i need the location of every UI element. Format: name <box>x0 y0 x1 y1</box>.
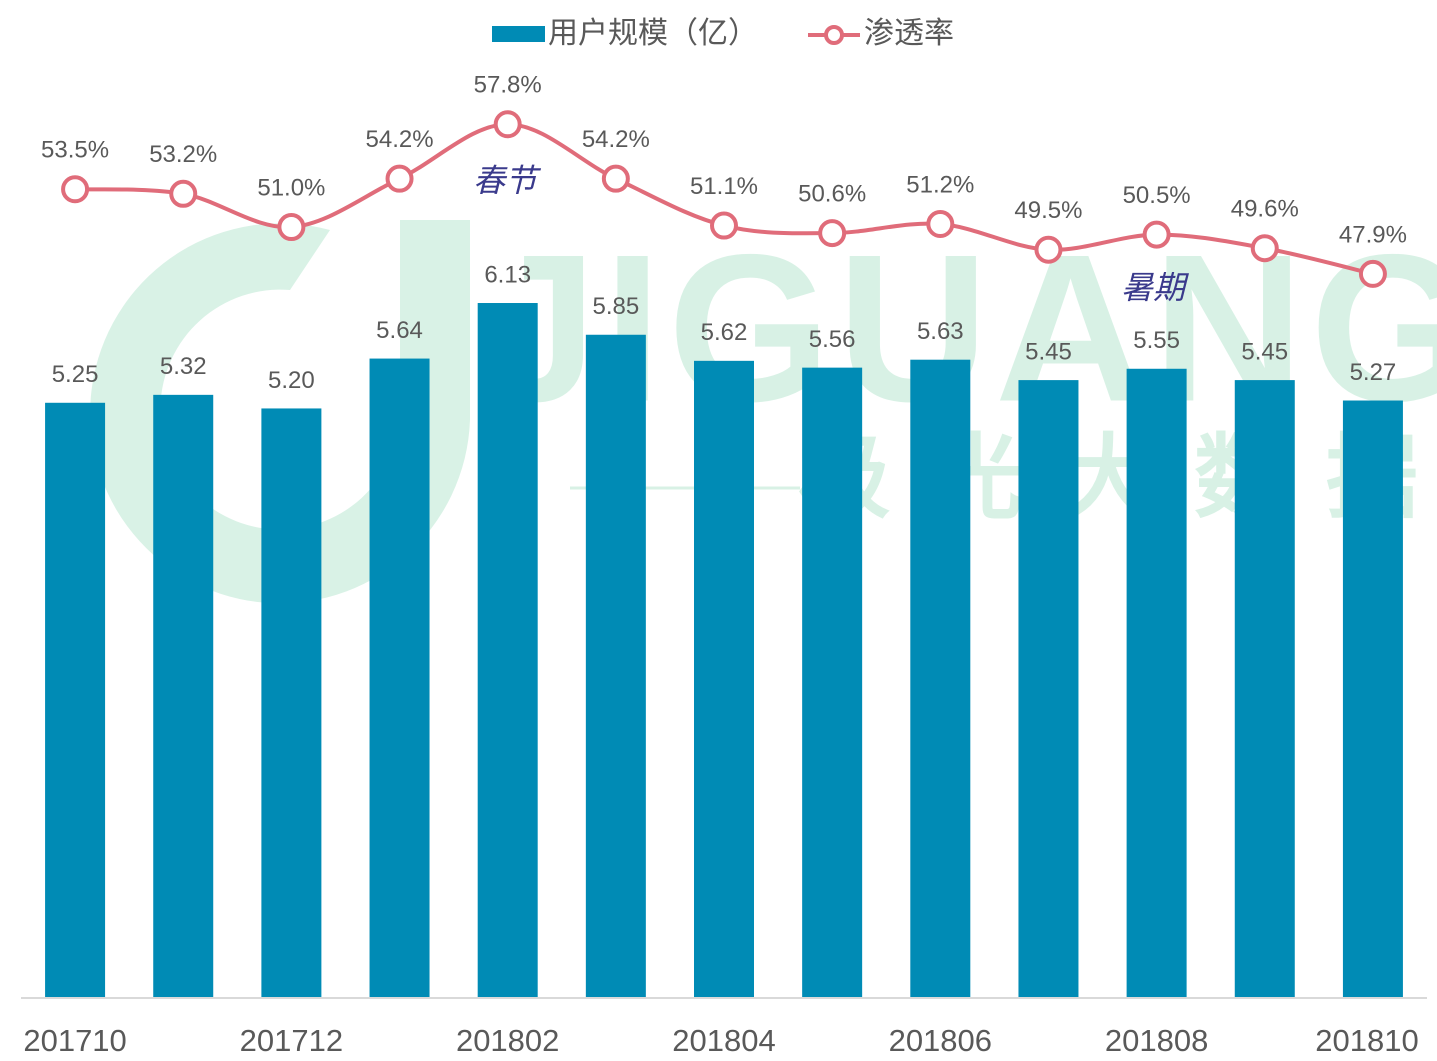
bar <box>45 402 106 998</box>
bar <box>261 408 322 998</box>
line-marker <box>385 164 414 193</box>
bar <box>694 360 754 998</box>
x-tick-label: 201710 <box>23 1023 126 1058</box>
x-tick-label: 201712 <box>240 1023 343 1058</box>
line-value-label: 53.5% <box>41 137 109 164</box>
bar <box>153 394 214 999</box>
line-marker <box>1358 259 1387 288</box>
legend-label: 渗透率 <box>864 17 954 50</box>
bar-value-label: 5.25 <box>52 361 99 388</box>
line-marker <box>493 110 522 139</box>
line-marker <box>710 211 738 240</box>
line-value-label: 51.2% <box>906 171 974 198</box>
line-marker <box>601 164 630 193</box>
bar-value-label: 5.64 <box>376 317 423 344</box>
line-value-label: 54.2% <box>366 126 434 153</box>
bar <box>585 334 646 999</box>
watermark-subtext: 极光大数据 <box>798 427 1437 529</box>
line-value-label: 57.8% <box>474 72 542 99</box>
line-value-label: 51.0% <box>257 174 325 201</box>
bar-value-label: 5.55 <box>1133 327 1180 354</box>
bar-value-label: 5.63 <box>917 318 964 345</box>
bar-value-label: 5.32 <box>160 353 207 380</box>
line-marker <box>1250 234 1279 263</box>
line-marker <box>169 179 198 208</box>
bar-value-label: 5.27 <box>1350 359 1397 386</box>
bar <box>1018 380 1079 998</box>
bar-value-label: 5.20 <box>268 367 315 394</box>
bar-value-label: 5.62 <box>701 319 748 346</box>
line-value-label: 50.5% <box>1123 182 1191 209</box>
x-tick-label: 201804 <box>672 1023 775 1058</box>
line-marker <box>61 175 90 204</box>
bar <box>802 367 863 998</box>
legend-label: 用户规模（亿） <box>548 17 758 50</box>
line-value-label: 53.2% <box>149 141 217 168</box>
line-value-label: 54.2% <box>582 126 650 153</box>
line-value-label: 49.6% <box>1231 196 1299 223</box>
x-tick-label: 201808 <box>1105 1023 1208 1058</box>
bar <box>477 303 538 999</box>
line-marker <box>277 213 306 242</box>
bar-value-label: 5.56 <box>809 326 856 353</box>
bar <box>1126 368 1187 998</box>
bar <box>910 359 971 999</box>
line-value-label: 51.1% <box>690 173 758 200</box>
bar <box>1234 380 1295 998</box>
line-marker <box>926 210 955 239</box>
bar-value-label: 6.13 <box>484 261 531 288</box>
annotation: 暑期 <box>1121 269 1189 305</box>
line-marker <box>1034 235 1063 264</box>
line-marker <box>1142 220 1171 249</box>
annotation: 春节 <box>473 162 542 198</box>
x-tick-label: 201802 <box>456 1023 559 1058</box>
bar-value-label: 5.45 <box>1025 338 1072 365</box>
bar-value-label: 5.45 <box>1241 338 1288 365</box>
line-value-label: 49.5% <box>1014 197 1082 224</box>
bar <box>1342 400 1403 998</box>
line-value-label: 50.6% <box>798 180 866 207</box>
bar-value-label: 5.85 <box>592 293 639 320</box>
legend-swatch <box>824 25 844 45</box>
line-value-label: 47.9% <box>1339 221 1407 248</box>
x-tick-label: 201810 <box>1315 1023 1418 1058</box>
line-marker <box>818 219 847 248</box>
x-tick-label: 201806 <box>889 1023 992 1058</box>
bar <box>369 358 430 998</box>
legend-swatch <box>492 26 545 42</box>
